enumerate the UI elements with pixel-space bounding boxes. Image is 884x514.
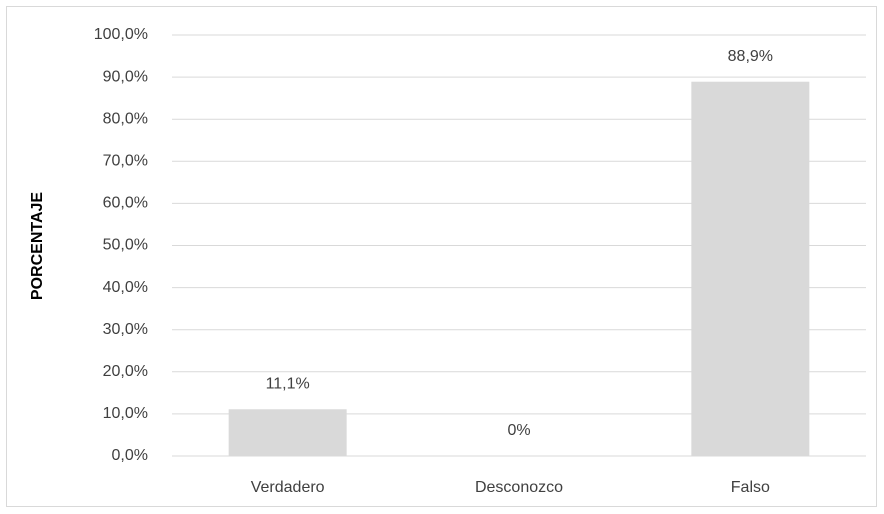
y-tick-label: 30,0% bbox=[103, 321, 148, 338]
y-tick-label: 70,0% bbox=[103, 153, 148, 170]
y-tick-label: 0,0% bbox=[112, 447, 148, 464]
data-label: 88,9% bbox=[728, 48, 773, 65]
y-tick-label: 90,0% bbox=[103, 68, 148, 85]
x-tick-label: Desconozco bbox=[475, 479, 563, 496]
data-label: 11,1% bbox=[266, 375, 310, 392]
y-tick-label: 20,0% bbox=[103, 363, 148, 380]
bar bbox=[691, 81, 810, 456]
x-tick-label: Verdadero bbox=[251, 479, 325, 496]
y-tick-label: 40,0% bbox=[103, 279, 148, 296]
y-tick-label: 50,0% bbox=[103, 237, 148, 254]
data-label: 0% bbox=[507, 422, 530, 439]
bar bbox=[228, 409, 347, 456]
y-axis-label: PORCENTAJE bbox=[29, 192, 46, 300]
y-tick-label: 100,0% bbox=[94, 26, 148, 43]
x-tick-label: Falso bbox=[731, 479, 770, 496]
y-tick-label: 10,0% bbox=[103, 405, 148, 422]
y-tick-label: 60,0% bbox=[103, 195, 148, 212]
y-tick-label: 80,0% bbox=[103, 110, 148, 127]
